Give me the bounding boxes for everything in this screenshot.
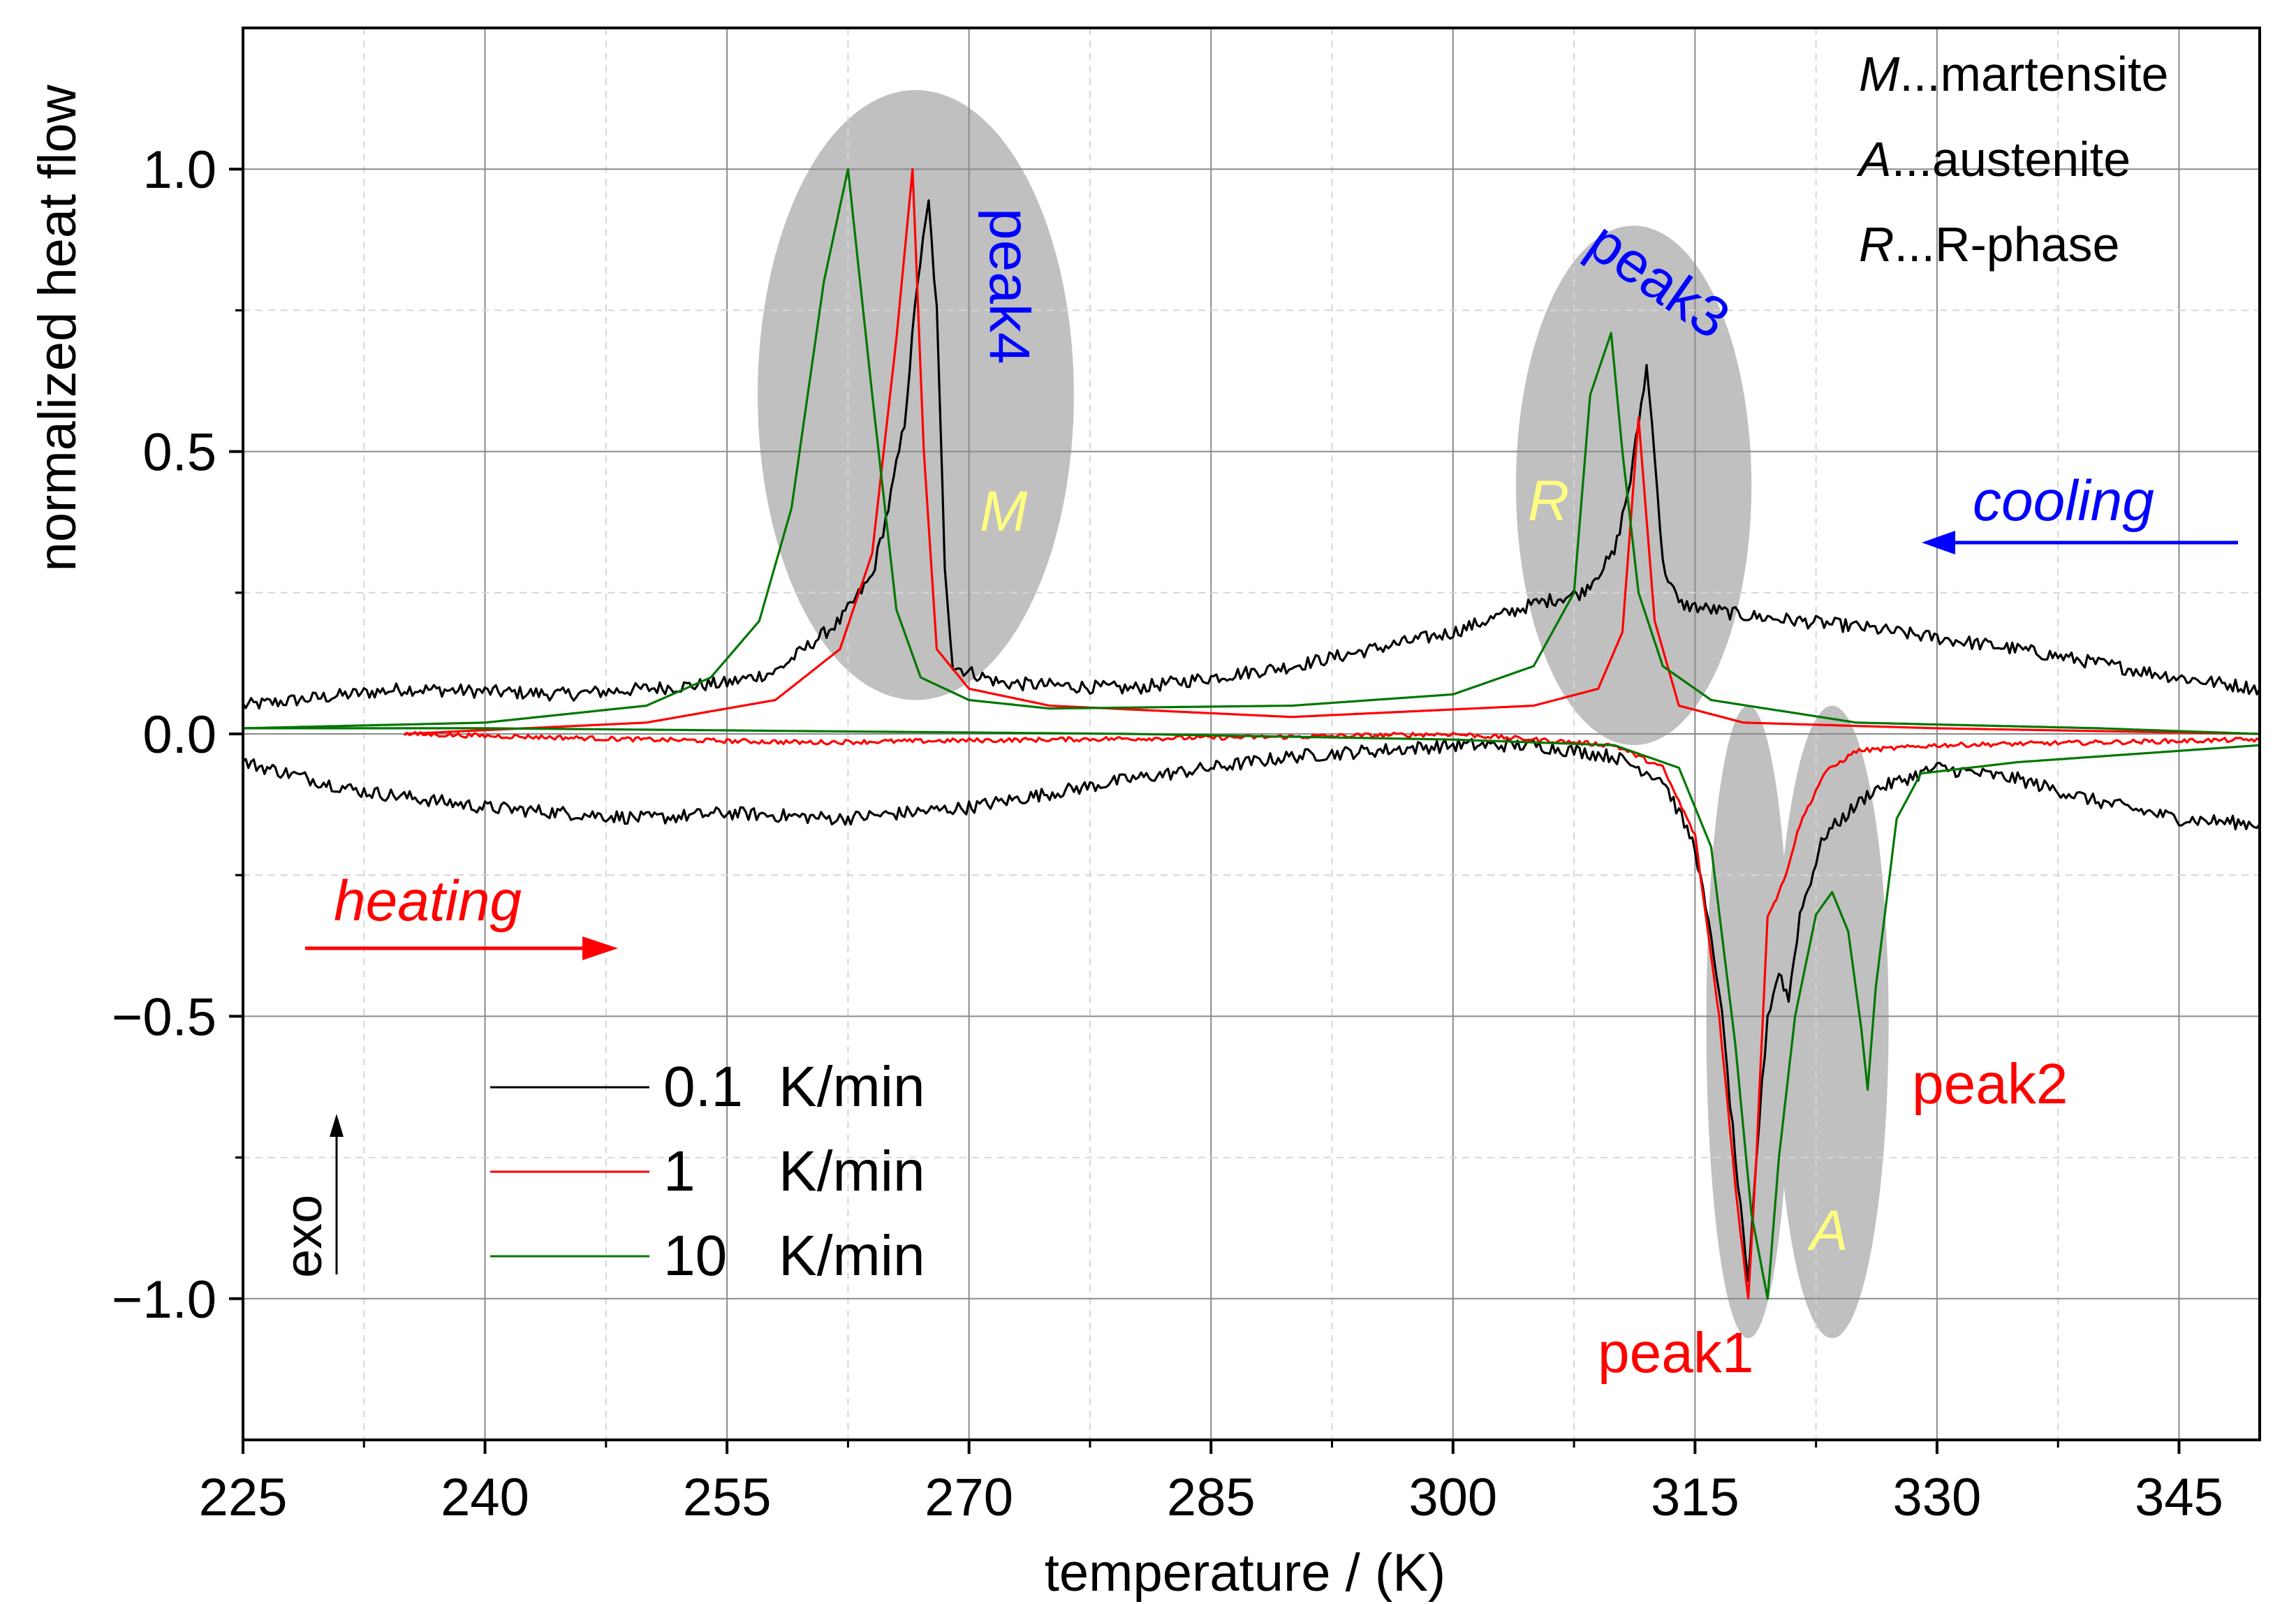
series-line-1 (242, 199, 2261, 710)
y-tick-label: 1.0 (142, 140, 216, 200)
phase-legend-text-m: ...martensite (1899, 47, 2168, 101)
legend-rate-10: 10 (663, 1224, 727, 1288)
cooling-label: cooling (1973, 469, 2154, 533)
peak2-label: peak2 (1912, 1052, 2068, 1116)
x-tick-label: 255 (683, 1468, 772, 1527)
y-axis-title: normalized heat flow (28, 84, 87, 571)
x-tick-label: 240 (441, 1468, 529, 1527)
phase-legend-r-phase: R...R-phase (1859, 217, 2120, 272)
x-tick-label: 285 (1167, 1468, 1256, 1527)
series-legend: 0.1 K/min 1 K/min 10 K/min (490, 1055, 925, 1288)
phase-legend: M...martensite A...austenite R...R-phase (1856, 47, 2168, 272)
x-tick-label: 330 (1893, 1468, 1982, 1527)
exo-arrow (330, 1114, 344, 1274)
legend-unit-10: K/min (779, 1224, 925, 1288)
legend-rate-0-1: 0.1 (663, 1055, 743, 1119)
phase-legend-martensite: M...martensite (1859, 47, 2168, 101)
legend-unit-1: K/min (779, 1140, 925, 1203)
legend-rate-1: 1 (663, 1140, 696, 1203)
series-line-2 (404, 168, 2260, 735)
x-tick-label: 345 (2135, 1468, 2223, 1527)
phase-legend-text-a: ...austenite (1892, 132, 2131, 186)
phase-legend-symbol-m: M (1859, 47, 1900, 101)
phase-legend-austenite: A...austenite (1856, 132, 2131, 186)
x-tick-label: 300 (1408, 1468, 1497, 1527)
phase-shaded-regions (758, 89, 1889, 1339)
shaded-region-1 (758, 89, 1074, 700)
series-line-5 (403, 730, 2260, 1300)
y-tick-label: 0.5 (142, 423, 216, 483)
phase-legend-symbol-r: R (1859, 217, 1894, 272)
series-line-3 (242, 168, 2260, 735)
series-line-6 (243, 727, 2260, 1300)
heating-arrow (305, 936, 618, 960)
data-series (242, 168, 2261, 1300)
legend-unit-0-1: K/min (779, 1055, 925, 1119)
phase-a-label: A (1806, 1199, 1848, 1263)
x-tick-label: 270 (925, 1468, 1013, 1527)
grid (242, 28, 2260, 1440)
phase-legend-symbol-a: A (1856, 132, 1892, 186)
exo-label: exo (274, 1195, 332, 1278)
x-tick-label: 315 (1651, 1468, 1739, 1527)
heating-label: heating (334, 869, 522, 933)
phase-r-label: R (1528, 469, 1569, 533)
series-line-4 (242, 737, 2261, 1282)
axis-ticks: 225 240 255 270 285 300 315 330 345 −1.0 −0.5 0.0 0.… (112, 140, 2223, 1527)
y-tick-label: −1.0 (112, 1270, 216, 1330)
y-tick-label: 0.0 (142, 705, 216, 765)
y-tick-label: −0.5 (112, 987, 216, 1047)
phase-m-label: M (980, 480, 1028, 543)
x-tick-label: 225 (199, 1468, 288, 1527)
x-axis-title: temperature / (K) (1045, 1543, 1445, 1603)
peak1-label: peak1 (1598, 1321, 1753, 1385)
peak4-label: peak4 (978, 208, 1041, 364)
cooling-arrow (1922, 531, 2238, 554)
shaded-region-3 (1706, 705, 1790, 1339)
phase-legend-text-r: ...R-phase (1894, 217, 2120, 272)
shaded-region-4 (1775, 705, 1889, 1339)
